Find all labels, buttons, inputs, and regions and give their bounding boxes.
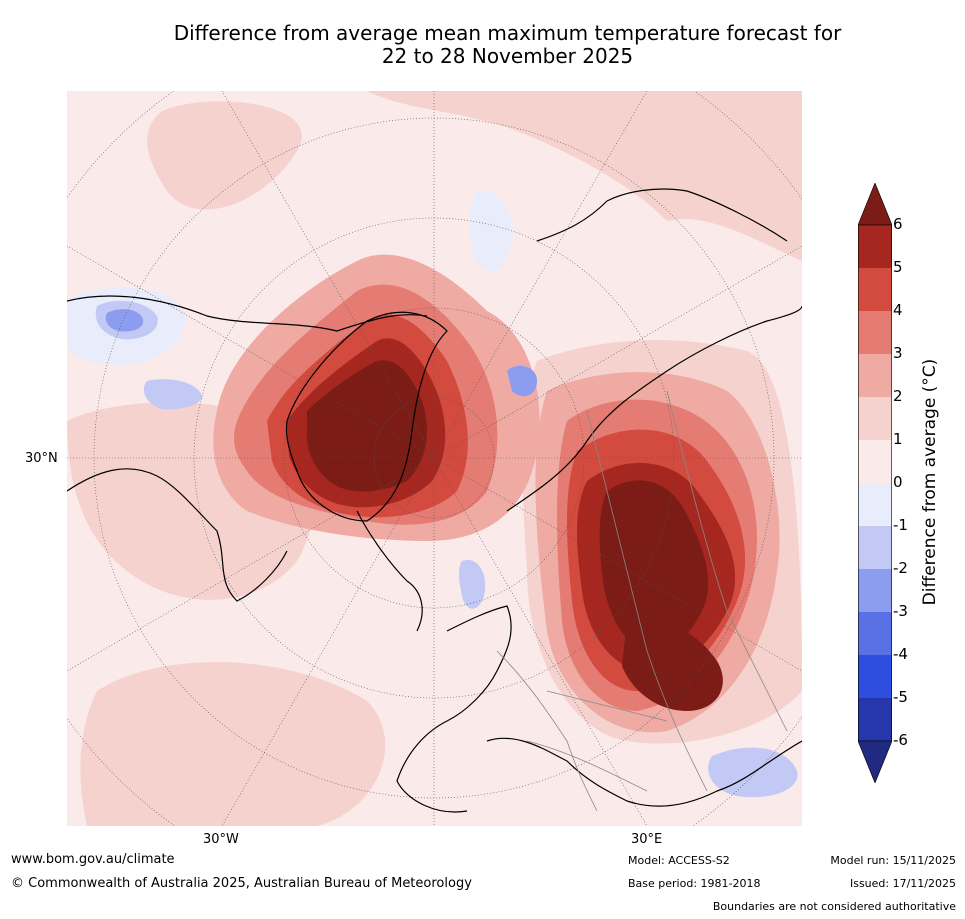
footer-base-period: Base period: 1981-2018 (628, 877, 761, 890)
colorbar-segment (858, 354, 892, 397)
title-line-1: Difference from average mean maximum tem… (173, 21, 842, 45)
colorbar-tick-label: -6 (893, 731, 908, 749)
anomaly-region (306, 360, 427, 492)
colorbar-tick-label: 0 (893, 473, 903, 491)
anomaly-region (469, 190, 513, 272)
colorbar-tick-label: 5 (893, 258, 903, 276)
footer-website: www.bom.gov.au/climate (11, 852, 175, 867)
graticule (67, 91, 802, 826)
anomaly-region (599, 480, 709, 654)
colorbar-segment (858, 440, 892, 483)
colorbar-segment (858, 225, 892, 268)
footer-copyright: © Commonwealth of Australia 2025, Austra… (11, 876, 472, 891)
colorbar-label: Difference from average (°C) (920, 358, 940, 606)
colorbar-extend-high (858, 183, 892, 226)
anomaly-region (80, 662, 386, 826)
anomaly-region (507, 365, 537, 397)
colorbar-tick-label: -2 (893, 559, 908, 577)
lon-label-30w: 30°W (203, 832, 239, 847)
anomaly-region (367, 91, 802, 261)
anomaly-region (105, 309, 144, 332)
anomaly-region (622, 618, 723, 711)
colorbar-segment (858, 311, 892, 354)
colorbar-segment (858, 526, 892, 569)
colorbar-tick-label: 3 (893, 344, 903, 362)
coastlines (67, 188, 802, 813)
lon-label-30e: 30°E (631, 832, 663, 847)
colorbar-segment (858, 397, 892, 440)
colorbar-tick-label: 6 (893, 215, 903, 233)
colorbar-segment (858, 569, 892, 612)
temperature-anomaly-map (67, 91, 802, 826)
anomaly-region (147, 101, 302, 210)
footer-model-run: Model run: 15/11/2025 (830, 854, 956, 867)
anomaly-region (458, 560, 486, 609)
colorbar-tick-label: -5 (893, 688, 908, 706)
colorbar-tick-label: -3 (893, 602, 908, 620)
colorbar-segment (858, 268, 892, 311)
colorbar-tick-label: -4 (893, 645, 908, 663)
colorbar-segment (858, 483, 892, 526)
footer-disclaimer: Boundaries are not considered authoritat… (712, 900, 956, 913)
colorbar-segment (858, 612, 892, 655)
colorbar (858, 183, 892, 783)
colorbar-tick-label: -1 (893, 516, 908, 534)
map-svg (67, 91, 802, 826)
colorbar-tick-label: 1 (893, 430, 903, 448)
colorbar-tick-label: 2 (893, 387, 903, 405)
colorbar-extend-low (858, 740, 892, 783)
title-line-2: 22 to 28 November 2025 (381, 44, 634, 68)
colorbar-segment (858, 655, 892, 698)
footer-model: Model: ACCESS-S2 (628, 854, 730, 867)
colorbar-tick-label: 4 (893, 301, 903, 319)
country-borders (496, 390, 788, 812)
footer-issued: Issued: 17/11/2025 (849, 877, 956, 890)
colorbar-segment (858, 698, 892, 741)
map-title: Difference from average mean maximum tem… (60, 22, 955, 68)
lat-label-30n: 30°N (25, 451, 58, 466)
anomaly-region (143, 379, 202, 410)
